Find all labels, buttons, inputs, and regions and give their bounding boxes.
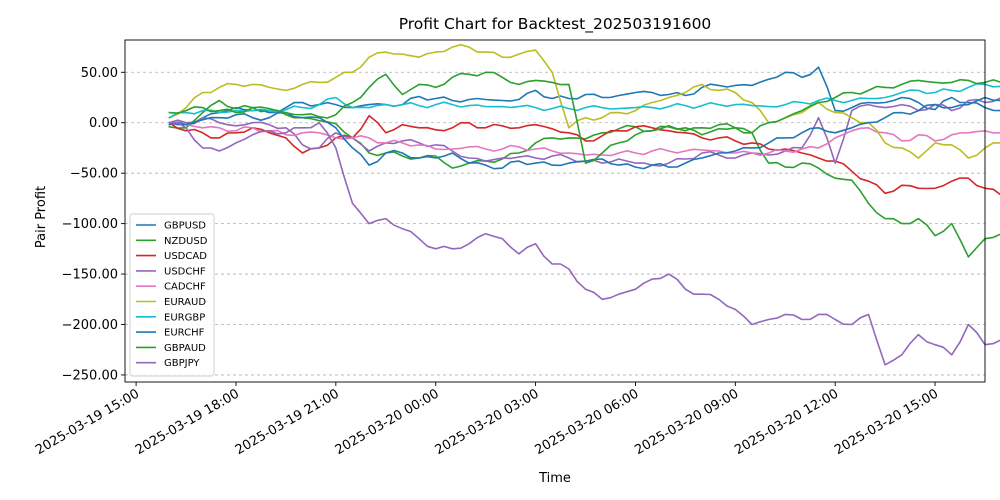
x-tick-label: 2025-03-20 03:00 xyxy=(433,386,542,458)
series-line-euraud xyxy=(168,43,1000,159)
legend-box xyxy=(129,213,215,377)
legend-label: GBPJPY xyxy=(164,358,200,369)
x-tick-label: 2025-03-20 15:00 xyxy=(832,386,941,458)
legend-label: GBPAUD xyxy=(164,343,206,354)
y-tick-label: 0.00 xyxy=(89,116,118,131)
plot-frame xyxy=(124,39,986,383)
y-tick-label: −100.00 xyxy=(62,217,118,232)
x-tick-label: 2025-03-20 09:00 xyxy=(632,386,741,458)
chart-title: Profit Chart for Backtest_202503191600 xyxy=(399,15,712,34)
series-line-eurchf xyxy=(168,96,1000,170)
y-tick-label: −150.00 xyxy=(62,268,118,283)
series-line-nzdusd xyxy=(168,99,1000,258)
series-line-gbpjpy xyxy=(168,121,1000,366)
series-line-cadchf xyxy=(168,121,1000,157)
legend-label: CADCHF xyxy=(164,282,206,293)
legend-label: EURAUD xyxy=(164,297,206,308)
x-tick-label: 2025-03-20 12:00 xyxy=(732,386,841,458)
y-axis-title: Pair Profit xyxy=(34,186,49,248)
series-line-gbpaud xyxy=(168,71,1000,164)
legend-label: NZDUSD xyxy=(164,236,208,247)
legend-label: USDCHF xyxy=(164,266,206,277)
grid-lines xyxy=(125,71,985,376)
x-tick-label: 2025-03-19 21:00 xyxy=(233,386,342,458)
x-tick-label: 2025-03-19 18:00 xyxy=(133,386,242,458)
legend-label: EURGBP xyxy=(164,312,205,323)
legend: GBPUSD NZDUSD USDCAD USDCHF CADCHF EURAUD EURG… xyxy=(129,213,215,377)
legend-label: GBPUSD xyxy=(164,221,206,232)
y-tick-label: −200.00 xyxy=(62,318,118,333)
y-tick-label: 50.00 xyxy=(81,66,118,81)
x-tick-label: 2025-03-20 06:00 xyxy=(532,386,641,458)
x-tick-label: 2025-03-19 15:00 xyxy=(33,386,142,458)
x-tick-label: 2025-03-20 00:00 xyxy=(333,386,442,458)
legend-label: EURCHF xyxy=(164,328,205,339)
legend-label: USDCAD xyxy=(164,251,207,262)
y-tick-label: −50.00 xyxy=(70,167,118,182)
y-tick-label: −250.00 xyxy=(62,368,118,383)
series-lines xyxy=(168,43,1000,366)
y-axis: 50.00 0.00 −50.00 −100.00 −150.00 −200.00 −250… xyxy=(62,66,125,383)
series-line-eurgbp xyxy=(168,83,1000,119)
x-axis-title: Time xyxy=(538,471,571,486)
series-line-usdchf xyxy=(168,97,1000,167)
